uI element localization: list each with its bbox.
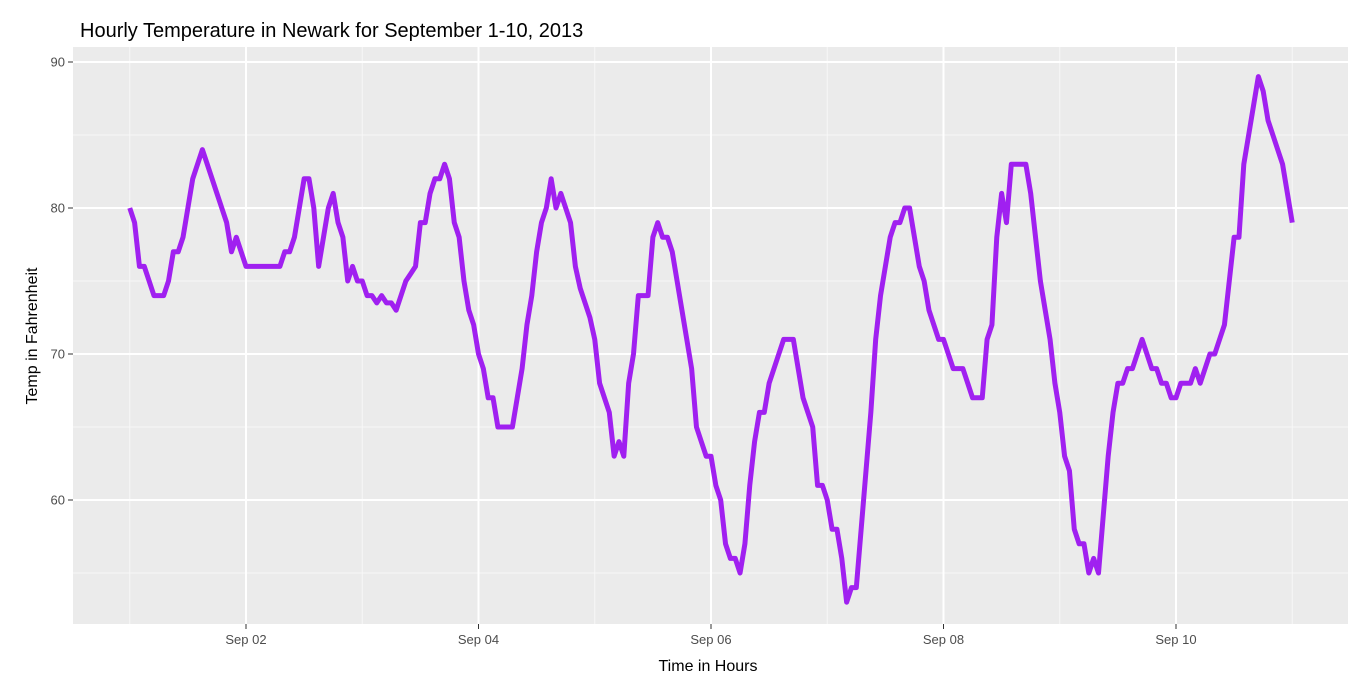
series-line [127,74,1295,605]
x-tick-label: Sep 04 [458,632,499,647]
x-tick-label: Sep 06 [690,632,731,647]
y-axis: 60 70 80 90 [51,55,73,508]
series-layer [127,74,1295,605]
x-tick-label: Sep 10 [1155,632,1196,647]
x-axis: Sep 02 Sep 04 Sep 06 Sep 08 Sep 10 [225,624,1197,647]
y-tick-label: 80 [51,201,65,216]
chart-title: Hourly Temperature in Newark for Septemb… [80,20,583,42]
y-axis-title: Temp in Fahrenheit [24,267,41,405]
x-tick-label: Sep 08 [923,632,964,647]
y-tick-label: 60 [51,493,65,508]
major-gridlines [73,47,1348,624]
x-axis-title: Time in Hours [659,658,758,675]
y-tick-label: 90 [51,55,65,70]
x-tick-label: Sep 02 [225,632,266,647]
y-tick-label: 70 [51,347,65,362]
